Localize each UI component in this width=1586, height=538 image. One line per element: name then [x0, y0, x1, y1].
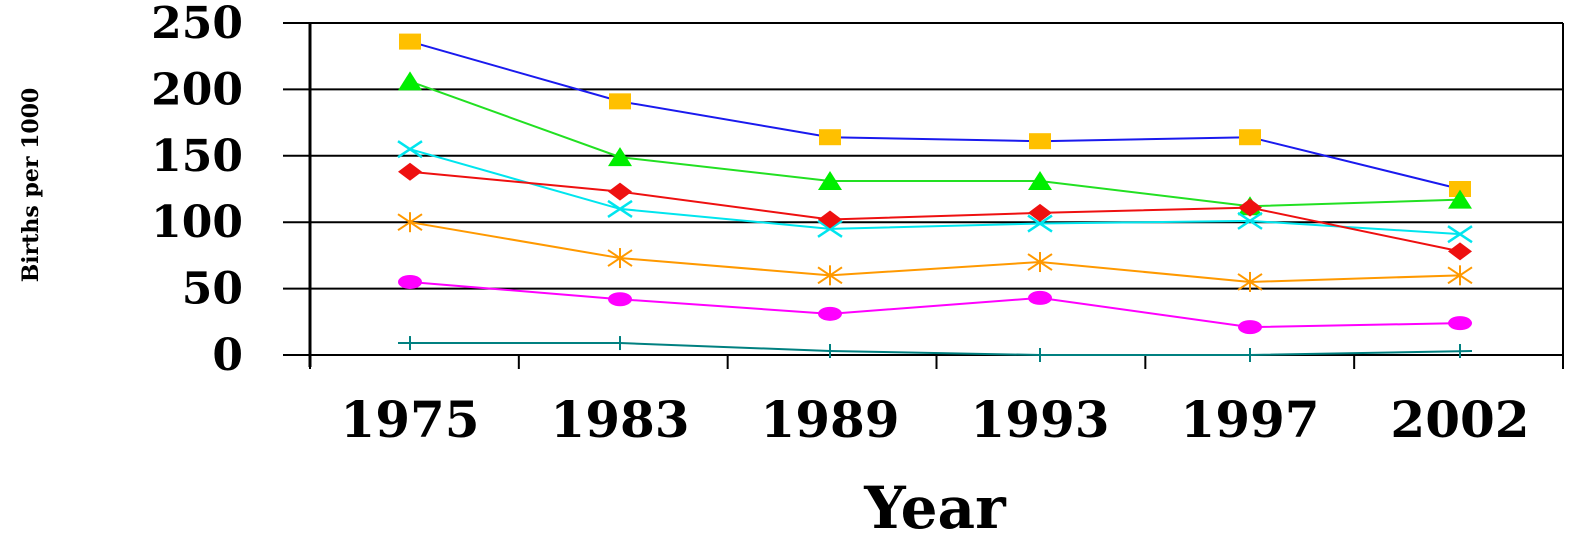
marker-square: [609, 93, 631, 110]
marker-triangle: [1028, 171, 1052, 191]
marker-circle: [1448, 316, 1472, 331]
y-tick-label: 250: [151, 0, 243, 49]
y-tick-label: 0: [212, 330, 243, 381]
marker-diamond: [1238, 198, 1262, 217]
series-group: [397, 33, 1473, 362]
marker-x: [1447, 225, 1473, 244]
x-tick-label: 1975: [340, 390, 479, 449]
marker-square: [819, 129, 841, 146]
marker-asterisk: [1237, 271, 1263, 292]
x-tick-label: 1993: [970, 390, 1109, 449]
y-tick-labels: 0 50 100 150 200 250: [151, 0, 243, 381]
series-line: [409, 280, 1461, 329]
x-axis-title: Year: [863, 474, 1007, 538]
series-line: [409, 40, 1461, 190]
marker-circle: [608, 292, 632, 307]
marker-asterisk: [817, 265, 843, 286]
marker-square: [1449, 181, 1471, 197]
marker-asterisk: [397, 212, 423, 233]
marker-triangle: [398, 71, 422, 91]
marker-diamond: [608, 182, 632, 201]
marker-x: [397, 140, 423, 159]
marker-circle: [1028, 290, 1052, 305]
x-tick-label: 2002: [1390, 390, 1529, 449]
series-7: [398, 336, 1473, 362]
marker-asterisk: [1027, 252, 1053, 273]
x-tick-labels: 1975 1983 1989 1993 1997 2002: [340, 390, 1529, 449]
x-tick-label: 1983: [550, 390, 689, 449]
y-tick-label: 100: [151, 197, 243, 248]
axes: [308, 23, 1564, 369]
marker-diamond: [1448, 242, 1472, 261]
marker-square: [1239, 129, 1261, 146]
marker-circle: [398, 274, 422, 289]
marker-x: [607, 199, 633, 218]
series-line: [409, 148, 1461, 236]
marker-diamond: [818, 210, 842, 229]
series-line: [409, 221, 1461, 283]
x-tick-label: 1989: [760, 390, 899, 449]
y-tick-label: 150: [151, 131, 243, 182]
marker-square: [1029, 133, 1051, 150]
marker-diamond: [1028, 203, 1052, 222]
marker-x: [1027, 214, 1053, 233]
marker-triangle: [1448, 189, 1472, 209]
series-line: [409, 80, 1461, 208]
marker-triangle: [608, 147, 632, 167]
marker-x: [817, 219, 843, 238]
series-5: [397, 212, 1473, 292]
series-line: [409, 170, 1461, 253]
gridlines: [283, 22, 1563, 356]
marker-square: [399, 33, 421, 50]
y-tick-label: 50: [182, 264, 243, 315]
series-3: [397, 140, 1473, 244]
marker-diamond: [398, 162, 422, 181]
marker-triangle: [818, 171, 842, 191]
series-2: [398, 71, 1472, 216]
series-6: [398, 274, 1472, 335]
series-4: [398, 162, 1472, 261]
y-axis-title: Births per 1000: [18, 88, 44, 283]
series-line: [398, 342, 1473, 356]
marker-circle: [1238, 320, 1262, 335]
marker-x: [1237, 211, 1263, 230]
y-tick-label: 200: [151, 64, 243, 115]
series-1: [399, 33, 1471, 197]
marker-asterisk: [1447, 265, 1473, 286]
x-tick-label: 1997: [1180, 390, 1319, 449]
marker-circle: [818, 306, 842, 321]
marker-asterisk: [607, 248, 633, 269]
